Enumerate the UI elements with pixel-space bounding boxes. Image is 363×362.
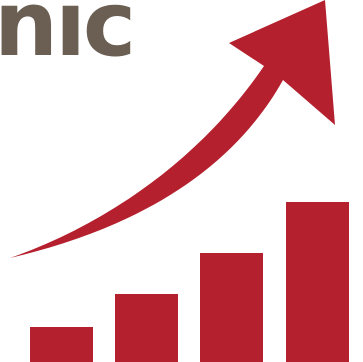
growth-bar-1: [30, 327, 93, 362]
growth-bar-4: [286, 202, 349, 362]
growth-bars: [30, 202, 349, 362]
growth-bar-2: [115, 294, 178, 362]
growth-bar-3: [200, 253, 263, 362]
logo-text-fragment: nic: [0, 0, 136, 77]
upward-trend-arrow-icon: [10, 0, 335, 258]
